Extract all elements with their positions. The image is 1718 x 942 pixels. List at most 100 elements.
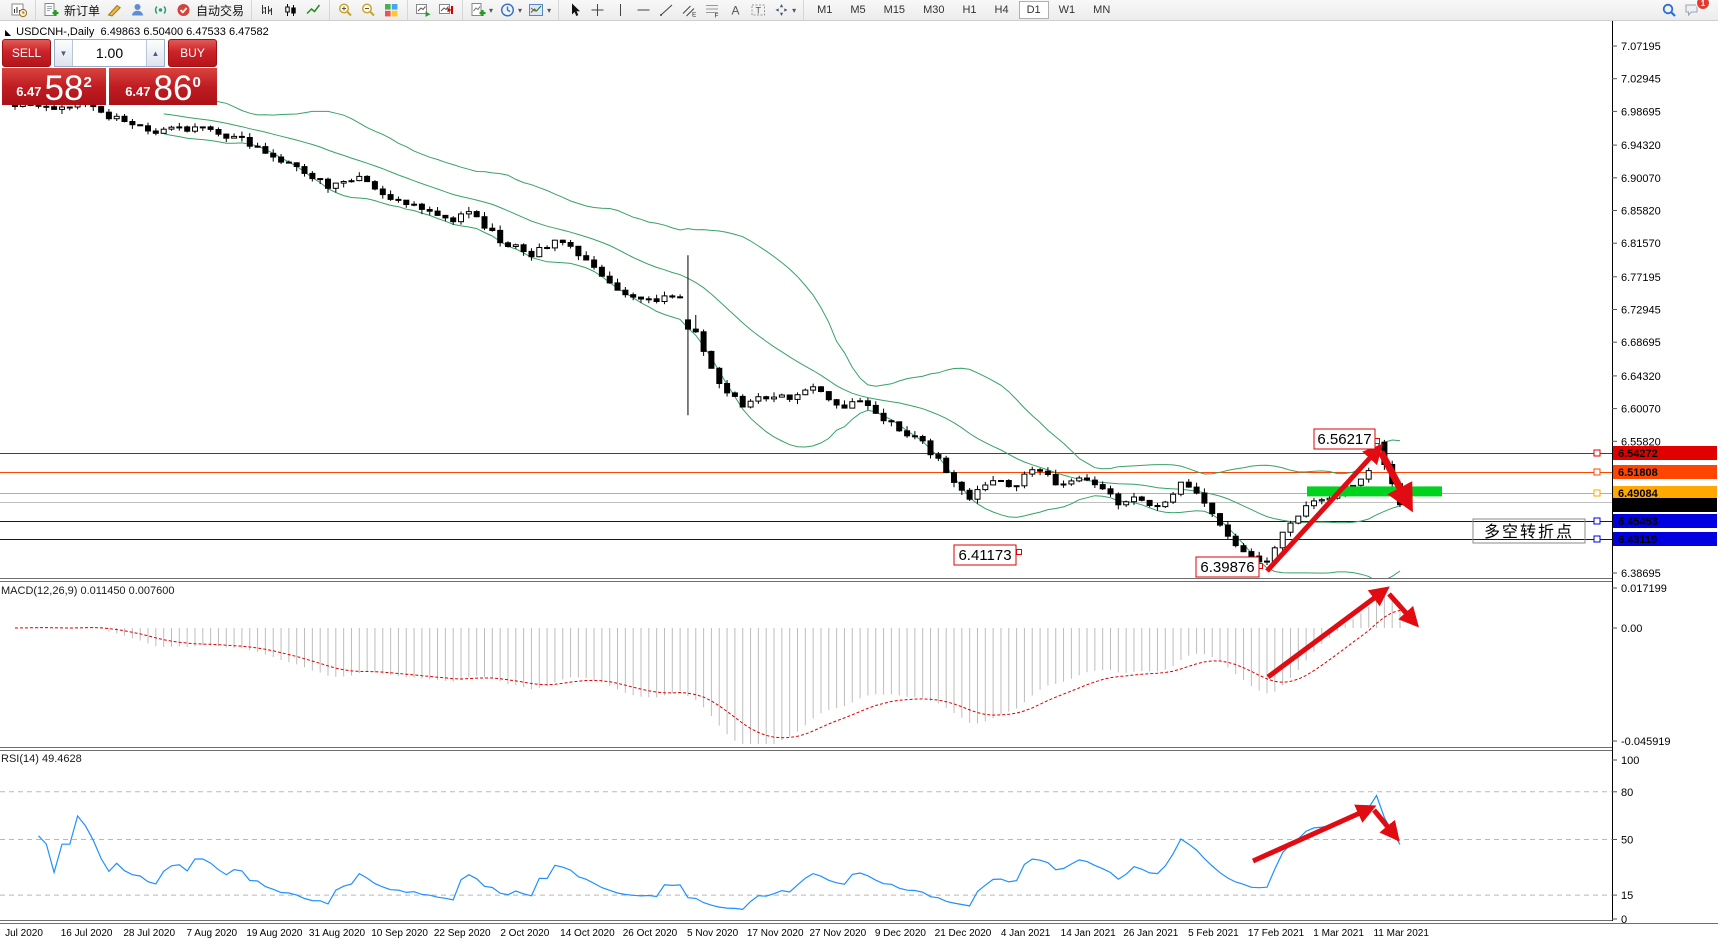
- candle-body: [442, 214, 449, 219]
- hline-handle[interactable]: [1593, 489, 1601, 497]
- candle-body: [739, 395, 746, 408]
- timeframe-m5[interactable]: M5: [850, 4, 866, 16]
- vertical-line-icon: [612, 2, 629, 18]
- timeframe-mn[interactable]: MN: [1093, 4, 1111, 16]
- trend-arrow-main[interactable]: [1265, 443, 1384, 573]
- hline-price-text: 6.51808: [1618, 467, 1658, 479]
- tile-windows-button[interactable]: [380, 0, 403, 20]
- styler-button[interactable]: [103, 0, 126, 20]
- notifications-button[interactable]: 1: [1681, 0, 1710, 20]
- line-chart-button[interactable]: [302, 0, 325, 20]
- buy-button[interactable]: BUY: [168, 39, 217, 67]
- timeframe-m1[interactable]: M1: [817, 4, 833, 16]
- crosshair-icon: [589, 2, 606, 18]
- timeframe-m30[interactable]: M30: [923, 4, 945, 16]
- candle-body: [262, 146, 269, 154]
- horizontal-lines[interactable]: [0, 453, 1612, 540]
- trend-arrows[interactable]: [1251, 443, 1420, 864]
- volume-increase-button[interactable]: ▲: [146, 40, 164, 66]
- candle-body: [1177, 481, 1184, 495]
- volume-decrease-button[interactable]: ▼: [55, 40, 73, 66]
- vertical-line-button[interactable]: [609, 0, 632, 20]
- templates-button[interactable]: ▾: [525, 0, 554, 20]
- volume-input[interactable]: [73, 40, 146, 66]
- sell-price[interactable]: 6.47 58 2: [2, 68, 106, 106]
- equidistant-channel-button[interactable]: E: [678, 0, 701, 20]
- horizontal-line-button[interactable]: [632, 0, 655, 20]
- crosshair-button[interactable]: [586, 0, 609, 20]
- candle-body: [51, 106, 58, 110]
- chart-shift-button[interactable]: [435, 0, 458, 20]
- arrows-button[interactable]: ▾: [770, 0, 799, 20]
- periods-button[interactable]: ▾: [496, 0, 525, 20]
- fibonacci-retracement-button[interactable]: F: [701, 0, 724, 20]
- rsi-pane[interactable]: [0, 752, 1612, 919]
- search-button[interactable]: [1658, 0, 1681, 20]
- cursor-button[interactable]: [563, 0, 586, 20]
- candle-body: [904, 430, 911, 437]
- buy-price[interactable]: 6.47 86 0: [109, 68, 217, 106]
- new-chart-button[interactable]: [8, 0, 31, 20]
- price-axis[interactable]: 7.07195 7.02945 6.98695 6.94320 6.90070 6.858…: [1593, 21, 1718, 926]
- bar-chart-button[interactable]: [256, 0, 279, 20]
- timeframe-h1[interactable]: H1: [962, 4, 977, 16]
- candle-body: [630, 294, 637, 298]
- timeframe-h4[interactable]: H4: [994, 4, 1009, 16]
- zoom-in-button[interactable]: [334, 0, 357, 20]
- callout-anchor[interactable]: [1016, 549, 1022, 555]
- pane-separators[interactable]: [0, 21, 1718, 924]
- candle-body: [841, 404, 848, 409]
- community-button[interactable]: [126, 0, 149, 20]
- svg-text:A: A: [732, 4, 740, 18]
- timeframe-m15[interactable]: M15: [883, 4, 906, 16]
- autotrading-button[interactable]: 自动交易: [172, 0, 247, 20]
- signals-button[interactable]: [149, 0, 172, 20]
- trendline-icon: [658, 2, 675, 18]
- new-order-button[interactable]: 新订单: [40, 0, 103, 20]
- timeframe-w1[interactable]: W1: [1058, 4, 1076, 16]
- candlestick-chart-icon: [282, 2, 299, 18]
- add-indicator-button[interactable]: ▾: [467, 0, 496, 20]
- callout-box[interactable]: [1313, 428, 1376, 450]
- candlestick-chart-button[interactable]: [279, 0, 302, 20]
- candle-body: [348, 180, 355, 183]
- callout-box[interactable]: [1195, 556, 1260, 578]
- rsi-label: RSI(14) 49.4628: [1, 753, 82, 765]
- auto-scroll-button[interactable]: [412, 0, 435, 20]
- candle-body: [888, 420, 895, 423]
- candle-body: [872, 404, 879, 414]
- macd-pane[interactable]: [0, 584, 1612, 745]
- callout-box[interactable]: [953, 544, 1017, 566]
- candle-body: [794, 394, 801, 400]
- hline-handle[interactable]: [1593, 449, 1601, 457]
- timeframe-d1[interactable]: D1: [1018, 1, 1049, 19]
- date-label: 17 Feb 2021: [1248, 928, 1305, 939]
- text-button[interactable]: A: [724, 0, 747, 20]
- trend-arrow-rsi[interactable]: [1251, 804, 1377, 864]
- autotrading-icon: [175, 2, 192, 18]
- support-zone[interactable]: [1307, 486, 1442, 497]
- trend-arrow-macd[interactable]: [1266, 586, 1390, 680]
- candle-body: [669, 295, 676, 298]
- trend-arrow-main[interactable]: [1377, 450, 1413, 513]
- hline-handle[interactable]: [1593, 517, 1601, 525]
- candle-body: [1162, 501, 1169, 508]
- candle-body: [356, 175, 363, 182]
- hline-handle[interactable]: [1593, 468, 1601, 476]
- text-annotation-box[interactable]: [1472, 518, 1586, 544]
- text-annotation[interactable]: 多空转折点: [1472, 518, 1586, 544]
- candle-body: [473, 211, 480, 218]
- volume-box: ▼ ▲: [54, 39, 165, 67]
- trend-arrow-rsi[interactable]: [1372, 808, 1400, 842]
- date-axis[interactable]: Jul 2020 16 Jul 2020 28 Jul 2020 7 Aug 2020…: [5, 928, 1429, 939]
- sell-button[interactable]: SELL: [2, 39, 51, 67]
- trend-arrow-macd[interactable]: [1387, 592, 1420, 628]
- candle-body: [731, 392, 738, 397]
- zoom-out-button[interactable]: [357, 0, 380, 20]
- hline-handle[interactable]: [1593, 535, 1601, 543]
- candle-body: [293, 162, 300, 168]
- trendline-button[interactable]: [655, 0, 678, 20]
- price-callouts[interactable]: 6.56217 6.41173 6.39876: [953, 428, 1380, 578]
- text-label-button[interactable]: T: [747, 0, 770, 20]
